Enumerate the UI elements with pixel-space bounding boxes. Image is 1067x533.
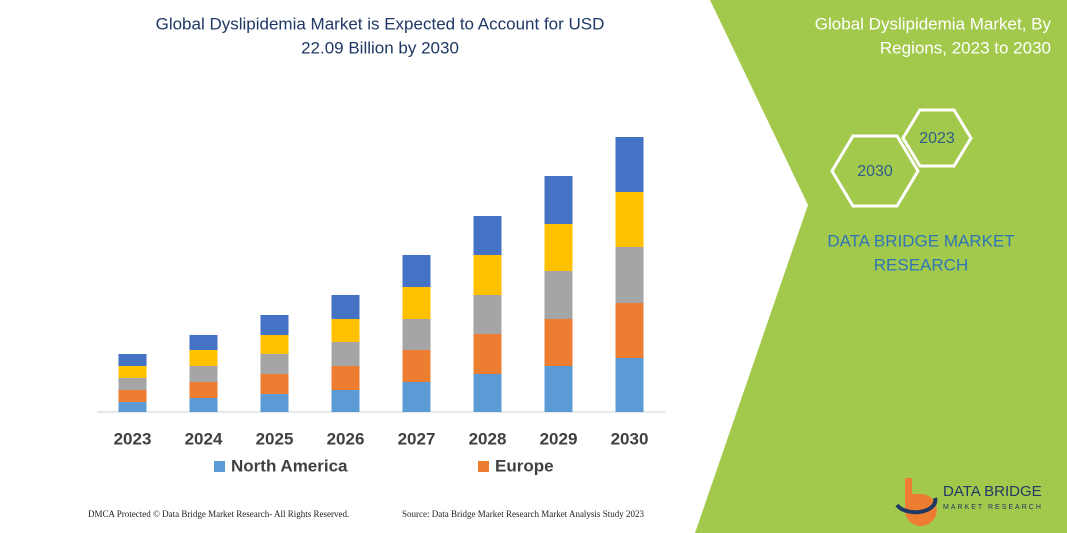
bar-segment bbox=[331, 342, 360, 366]
bar-segment bbox=[402, 382, 431, 412]
bar-segment bbox=[331, 390, 360, 412]
hexagon bbox=[901, 108, 973, 168]
bar-segment bbox=[615, 247, 644, 303]
bar-segment bbox=[402, 287, 431, 319]
bar-segment bbox=[118, 378, 147, 390]
bar-segment bbox=[615, 303, 644, 358]
logo-swoosh bbox=[895, 497, 938, 515]
bar-segment bbox=[118, 402, 147, 412]
x-tick-label: 2028 bbox=[469, 429, 507, 448]
logo-name: DATA BRIDGE bbox=[943, 483, 1042, 500]
bar-segment bbox=[331, 295, 360, 319]
footer-text: DMCA Protected © Data Bridge Market Rese… bbox=[88, 509, 349, 519]
bar-segment bbox=[189, 335, 218, 350]
bar-segment bbox=[189, 350, 218, 366]
bar-segment bbox=[118, 354, 147, 366]
legend-label: North America bbox=[231, 456, 348, 475]
bar-segment bbox=[260, 374, 289, 394]
bar-segment bbox=[118, 366, 147, 378]
legend-swatch bbox=[478, 461, 489, 472]
bar-segment bbox=[615, 192, 644, 247]
bar-segment bbox=[544, 271, 573, 319]
bar-segment bbox=[402, 255, 431, 287]
x-tick-label: 2030 bbox=[611, 429, 649, 448]
bar-segment bbox=[189, 382, 218, 398]
side-panel bbox=[695, 0, 1067, 533]
bar-segment bbox=[260, 335, 289, 354]
bar-segment bbox=[544, 224, 573, 271]
x-tick-label: 2026 bbox=[327, 429, 365, 448]
x-tick-label: 2025 bbox=[256, 429, 294, 448]
legend-swatch bbox=[214, 461, 225, 472]
chart-title: 22.09 Billion by 2030 bbox=[301, 38, 459, 57]
bar-segment bbox=[615, 358, 644, 412]
bar-segment bbox=[473, 334, 502, 374]
chart-title: Global Dyslipidemia Market is Expected t… bbox=[156, 14, 605, 33]
hexagon bbox=[830, 134, 920, 208]
bar-segment bbox=[544, 319, 573, 366]
legend-label: Europe bbox=[495, 456, 554, 475]
bar-segment bbox=[189, 366, 218, 382]
bar-segment bbox=[473, 216, 502, 255]
panel-title: Global Dyslipidemia Market, By bbox=[815, 14, 1052, 33]
bar-segment bbox=[260, 315, 289, 335]
x-tick-label: 2029 bbox=[540, 429, 578, 448]
bar-segment bbox=[118, 390, 147, 402]
logo-tagline: MARKET RESEARCH bbox=[943, 504, 1043, 511]
bar-segment bbox=[473, 255, 502, 295]
bar-segment bbox=[331, 366, 360, 390]
brand-text: RESEARCH bbox=[874, 255, 968, 274]
bar-segment bbox=[402, 350, 431, 382]
x-tick-label: 2023 bbox=[114, 429, 152, 448]
x-tick-label: 2024 bbox=[185, 429, 223, 448]
bar-segment bbox=[473, 295, 502, 334]
bar-segment bbox=[402, 319, 431, 350]
logo: DATA BRIDGE MARKET RESEARCH bbox=[895, 478, 1043, 526]
bar-segment bbox=[544, 366, 573, 412]
bar-segment bbox=[615, 137, 644, 192]
bar-segment bbox=[260, 354, 289, 374]
brand-text: DATA BRIDGE MARKET bbox=[827, 231, 1014, 250]
bar-segment bbox=[260, 394, 289, 412]
badge-label: 2030 bbox=[857, 163, 893, 180]
bar-segment bbox=[544, 176, 573, 224]
badge-label: 2023 bbox=[919, 130, 955, 147]
bar-segment bbox=[473, 374, 502, 412]
x-tick-label: 2027 bbox=[398, 429, 436, 448]
panel-title: Regions, 2023 to 2030 bbox=[880, 38, 1051, 57]
bar-segment bbox=[189, 398, 218, 412]
footer-text: Source: Data Bridge Market Research Mark… bbox=[402, 509, 644, 519]
bar-segment bbox=[331, 319, 360, 342]
